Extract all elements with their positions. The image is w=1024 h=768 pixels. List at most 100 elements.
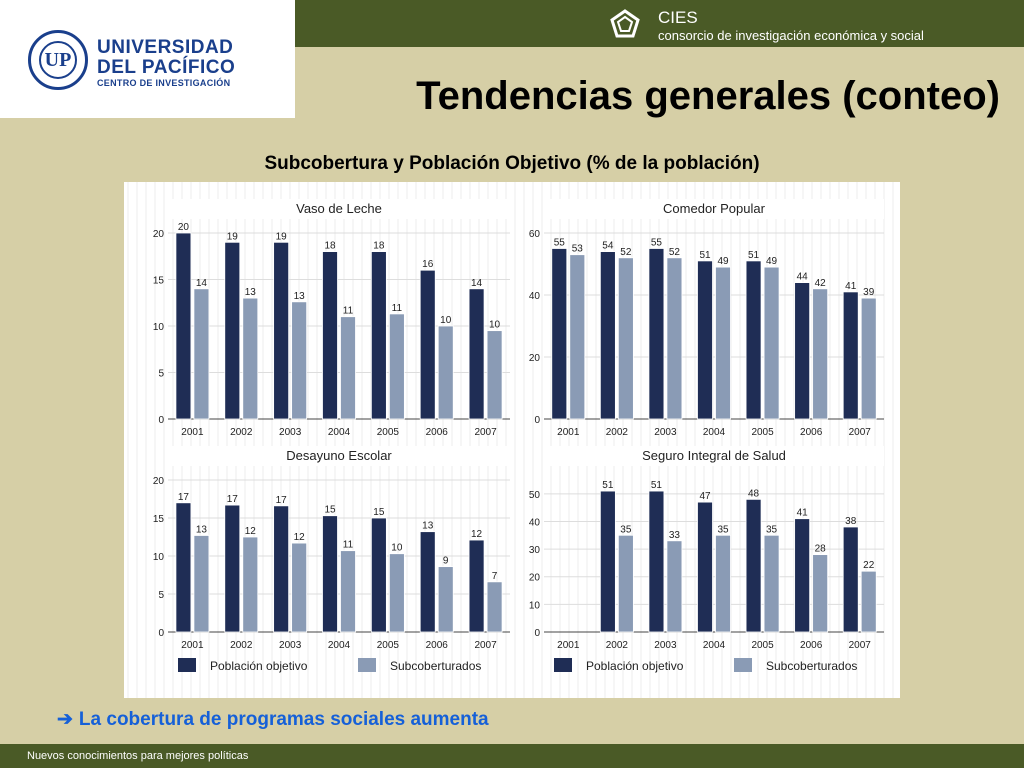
- vaso-de-leche-y-tick: 5: [158, 369, 164, 380]
- desayuno-escolar-y-tick: 10: [153, 552, 165, 563]
- seguro-integral-de-salud-x-tick: 2005: [751, 640, 774, 651]
- vaso-de-leche-bar-label: 11: [392, 303, 403, 314]
- vaso-de-leche-title: Vaso de Leche: [296, 201, 382, 216]
- comedor-popular-bar: [666, 257, 683, 420]
- comedor-popular-bar: [569, 254, 586, 420]
- vaso-de-leche-bar-label: 18: [324, 241, 336, 252]
- desayuno-escolar-y-tick: 20: [153, 476, 165, 487]
- seguro-integral-de-salud-y-tick: 0: [534, 628, 540, 639]
- comedor-popular-bar-label: 51: [699, 250, 711, 261]
- desayuno-escolar-bar-label: 13: [196, 524, 208, 535]
- desayuno-escolar-bar-label: 12: [245, 526, 257, 537]
- seguro-integral-de-salud-y-tick: 30: [529, 545, 541, 556]
- comedor-popular-x-tick: 2005: [751, 427, 774, 438]
- vaso-de-leche-bar-label: 16: [422, 259, 434, 270]
- vaso-de-leche-bar: [388, 313, 405, 420]
- desayuno-escolar-x-tick: 2001: [181, 640, 204, 651]
- comedor-popular-x-tick: 2002: [606, 427, 629, 438]
- vaso-de-leche-bar-label: 18: [373, 241, 385, 252]
- comedor-popular-bar: [812, 288, 829, 420]
- vaso-de-leche-bar: [370, 251, 387, 420]
- desayuno-escolar-bar: [486, 581, 503, 633]
- vaso-de-leche-bar: [419, 269, 436, 420]
- footer-bar: Nuevos conocimientos para mejores políti…: [0, 744, 1024, 768]
- desayuno-escolar-x-tick: 2004: [328, 640, 351, 651]
- comedor-popular-bar: [763, 266, 780, 420]
- seguro-integral-de-salud-bar-label: 51: [651, 480, 663, 491]
- seguro-integral-de-salud-x-tick: 2003: [654, 640, 677, 651]
- seguro-integral-de-salud-bar-label: 35: [766, 524, 778, 535]
- vaso-de-leche-x-tick: 2001: [181, 427, 204, 438]
- vaso-de-leche-y-tick: 15: [153, 276, 165, 287]
- vaso-de-leche-bar: [242, 297, 259, 420]
- seguro-integral-de-salud-x-tick: 2006: [800, 640, 823, 651]
- seguro-integral-de-salud-bar: [648, 490, 665, 633]
- comedor-popular-bar: [794, 282, 811, 420]
- desayuno-escolar-y-tick: 5: [158, 590, 164, 601]
- comedor-popular-bar: [745, 260, 762, 420]
- seguro-integral-de-salud-bar-label: 51: [602, 480, 614, 491]
- seguro-integral-de-salud-bar-label: 22: [863, 560, 875, 571]
- vaso-de-leche-bar: [437, 325, 454, 420]
- seguro-integral-de-salud-bar: [745, 498, 762, 633]
- seguro-integral-de-salud-legend-swatch: [734, 658, 752, 672]
- desayuno-escolar-bar-label: 15: [373, 507, 385, 518]
- partner-tagline: consorcio de investigación económica y s…: [658, 28, 924, 43]
- vaso-de-leche-bar-label: 10: [489, 320, 501, 331]
- comedor-popular-bar-label: 42: [815, 278, 827, 289]
- right-arrow-icon: ➔: [57, 709, 73, 730]
- desayuno-escolar-bar-label: 11: [343, 540, 354, 551]
- vaso-de-leche-bar-label: 19: [227, 231, 239, 242]
- seguro-integral-de-salud-bar: [860, 570, 877, 633]
- comedor-popular-bar: [617, 257, 634, 420]
- desayuno-escolar-title-bg: [168, 446, 510, 466]
- seguro-integral-de-salud-bar-label: 38: [845, 516, 857, 527]
- seguro-integral-de-salud-y-tick: 20: [529, 573, 541, 584]
- desayuno-escolar-bar: [340, 550, 356, 633]
- comedor-popular-bar-label: 54: [602, 241, 614, 252]
- comedor-popular-title: Comedor Popular: [663, 201, 766, 216]
- desayuno-escolar-x-tick: 2005: [377, 640, 400, 651]
- comedor-popular-x-tick: 2004: [703, 427, 726, 438]
- seguro-integral-de-salud-legend-label: Población objetivo: [586, 659, 684, 673]
- chart-subtitle: Subcobertura y Población Objetivo (% de …: [264, 153, 760, 174]
- comedor-popular-x-tick: 2007: [849, 427, 872, 438]
- comedor-popular-bar: [842, 291, 859, 420]
- vaso-de-leche-bar: [468, 288, 485, 420]
- vaso-de-leche-x-tick: 2006: [426, 427, 449, 438]
- vaso-de-leche-title-bg: [168, 199, 510, 219]
- seguro-integral-de-salud-bar: [842, 526, 859, 633]
- chart-grid: Vaso de Leche051015202014200119132002191…: [127, 182, 894, 698]
- desayuno-escolar-bar: [291, 542, 308, 633]
- seguro-integral-de-salud-bar-label: 35: [717, 524, 729, 535]
- desayuno-escolar-bar: [468, 539, 485, 633]
- vaso-de-leche-bar: [486, 330, 503, 420]
- desayuno-escolar-bar-label: 17: [276, 495, 288, 506]
- logo-line-1: UNIVERSIDAD: [97, 37, 234, 58]
- desayuno-escolar-bar-label: 12: [294, 532, 306, 543]
- university-logo: UP UNIVERSIDAD DEL PACÍFICO CENTRO DE IN…: [0, 0, 295, 118]
- comedor-popular-x-tick: 2001: [557, 427, 580, 438]
- desayuno-escolar-bar-label: 7: [492, 571, 498, 582]
- comedor-popular-bar-label: 41: [845, 281, 857, 292]
- seguro-integral-de-salud-bar: [697, 501, 713, 633]
- desayuno-escolar-bar: [388, 553, 405, 633]
- comedor-popular-x-tick: 2003: [654, 427, 677, 438]
- vaso-de-leche-x-tick: 2003: [279, 427, 302, 438]
- comedor-popular-bar: [715, 266, 731, 420]
- desayuno-escolar-title: Desayuno Escolar: [286, 448, 392, 463]
- seguro-integral-de-salud-legend-swatch: [554, 658, 572, 672]
- vaso-de-leche-x-tick: 2004: [328, 427, 351, 438]
- comedor-popular-bar-label: 52: [620, 247, 632, 258]
- vaso-de-leche-bar-label: 14: [471, 278, 483, 289]
- desayuno-escolar-legend-swatch: [358, 658, 376, 672]
- desayuno-escolar-bar: [224, 504, 241, 633]
- seguro-integral-de-salud-title: Seguro Integral de Salud: [642, 448, 786, 463]
- comedor-popular-bar-label: 49: [717, 256, 729, 267]
- slide-title: Tendencias generales (conteo): [416, 74, 1000, 118]
- seguro-integral-de-salud-bar: [794, 518, 811, 633]
- seguro-integral-de-salud-bar: [715, 534, 731, 633]
- seguro-integral-de-salud-bar-label: 41: [797, 508, 809, 519]
- seguro-integral-de-salud-legend-label: Subcoberturados: [766, 659, 857, 673]
- comedor-popular-bar-label: 52: [669, 247, 681, 258]
